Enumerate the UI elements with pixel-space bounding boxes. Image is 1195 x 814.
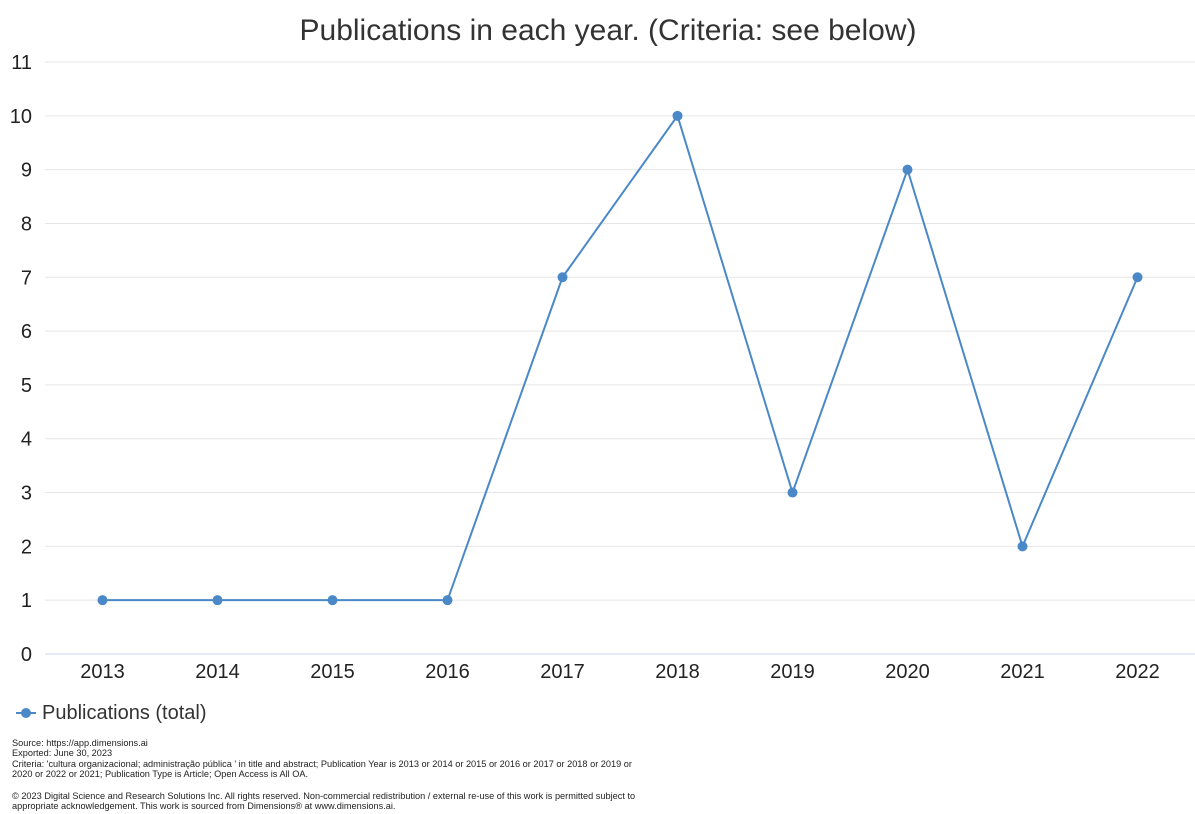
legend-label: Publications (total) [42,701,207,724]
x-tick-label: 2022 [1115,661,1160,683]
gridlines [45,61,1195,655]
series-publications-total [97,110,1143,606]
y-tick-label: 5 [21,375,32,397]
data-point-2021[interactable] [1017,541,1028,552]
x-tick-label: 2020 [885,661,930,683]
y-axis-ticks: 0 1 2 3 4 5 6 7 8 9 10 11 [10,52,32,666]
series-line [102,113,1139,602]
data-point-2015[interactable] [327,595,338,606]
data-point-2016[interactable] [442,595,453,606]
data-point-2017[interactable] [557,272,568,283]
copyright-note: © 2023 Digital Science and Research Solu… [12,790,636,812]
source-note: Source: https://app.dimensions.ai [12,738,148,748]
x-tick-label: 2019 [770,661,815,683]
y-tick-label: 1 [21,590,32,612]
data-point-2019[interactable] [787,487,798,498]
x-tick-label: 2015 [310,661,355,683]
y-tick-label: 7 [21,267,32,289]
x-tick-label: 2017 [540,661,585,683]
x-tick-label: 2013 [80,661,125,683]
x-tick-label: 2014 [195,661,240,683]
data-point-2022[interactable] [1132,272,1143,283]
y-tick-label: 6 [21,321,32,343]
y-tick-label: 0 [21,644,32,666]
footer-notes: Source: https://app.dimensions.ai Export… [12,738,652,811]
data-point-2014[interactable] [212,595,223,606]
y-tick-label: 9 [21,160,32,182]
x-tick-label: 2016 [425,661,470,683]
data-point-2018[interactable] [672,110,683,121]
exported-note: Exported: June 30, 2023 [12,748,113,759]
legend[interactable]: Publications (total) [14,700,207,726]
y-tick-label: 10 [10,106,32,128]
line-chart: Publications in each year. (Criteria: se… [10,14,1195,683]
y-tick-label: 11 [11,52,32,74]
criteria-note: Criteria: 'cultura organizacional; admin… [12,758,632,780]
chart-title: Publications in each year. (Criteria: se… [300,14,917,47]
data-point-2013[interactable] [97,595,108,606]
y-tick-label: 8 [21,213,32,235]
y-tick-label: 2 [21,536,32,558]
legend-line-marker-icon [16,708,36,718]
x-tick-label: 2018 [655,661,700,683]
data-point-2020[interactable] [902,164,913,175]
y-tick-label: 3 [21,483,32,505]
x-tick-label: 2021 [1000,661,1045,683]
x-axis-ticks: 2013 2014 2015 2016 2017 2018 2019 2020 2021 2022 [80,661,1160,683]
y-tick-label: 4 [21,429,32,451]
